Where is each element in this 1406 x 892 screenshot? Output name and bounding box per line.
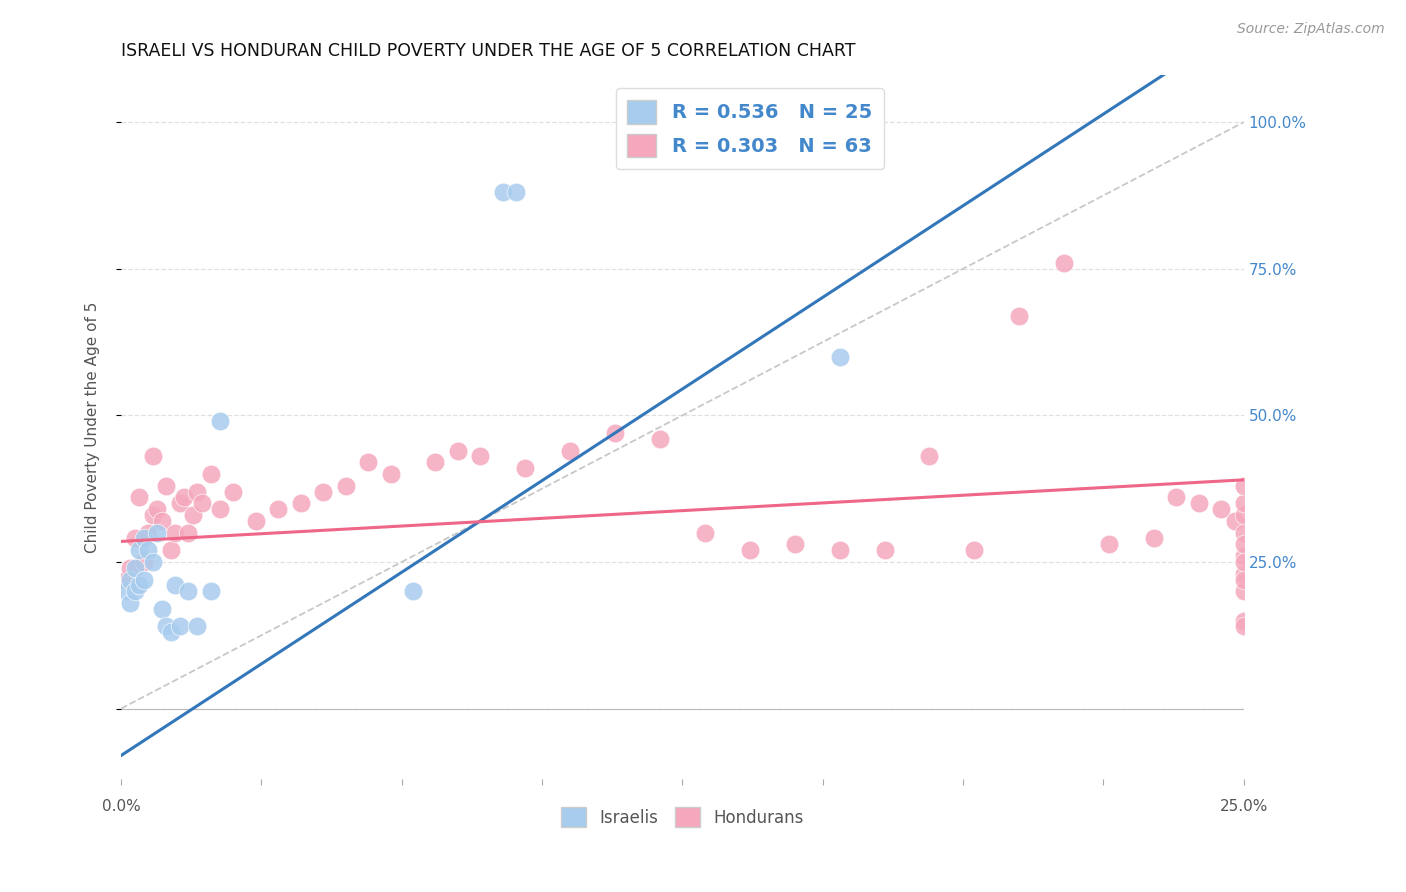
Point xyxy=(505,186,527,200)
Point xyxy=(124,532,146,546)
Point xyxy=(1233,614,1256,628)
Point xyxy=(124,584,146,599)
Point xyxy=(918,450,941,464)
Point xyxy=(159,543,181,558)
Point xyxy=(150,602,173,616)
Point xyxy=(267,502,290,516)
Point xyxy=(1098,537,1121,551)
Point xyxy=(515,461,537,475)
Point xyxy=(783,537,806,551)
Point xyxy=(142,450,165,464)
Point xyxy=(245,514,267,528)
Point xyxy=(1233,584,1256,599)
Point xyxy=(186,484,208,499)
Legend: Israelis, Hondurans: Israelis, Hondurans xyxy=(554,800,810,834)
Point xyxy=(159,625,181,640)
Point xyxy=(1166,491,1188,505)
Point xyxy=(425,455,447,469)
Point xyxy=(1233,537,1256,551)
Point xyxy=(222,484,245,499)
Point xyxy=(142,555,165,569)
Point xyxy=(146,502,169,516)
Point xyxy=(169,619,191,633)
Point xyxy=(208,502,231,516)
Point xyxy=(1223,514,1246,528)
Point xyxy=(142,508,165,522)
Point xyxy=(136,543,159,558)
Point xyxy=(114,573,136,587)
Point xyxy=(1143,532,1166,546)
Point xyxy=(447,443,470,458)
Point xyxy=(560,443,582,458)
Point xyxy=(312,484,335,499)
Point xyxy=(132,573,155,587)
Point xyxy=(1188,496,1211,510)
Point xyxy=(114,584,136,599)
Point xyxy=(128,491,150,505)
Point xyxy=(873,543,896,558)
Point xyxy=(132,555,155,569)
Point xyxy=(120,573,142,587)
Point xyxy=(1233,479,1256,493)
Point xyxy=(120,561,142,575)
Point xyxy=(155,619,177,633)
Point xyxy=(128,543,150,558)
Point xyxy=(208,414,231,428)
Point xyxy=(124,561,146,575)
Point xyxy=(155,479,177,493)
Point xyxy=(191,496,214,510)
Point xyxy=(357,455,380,469)
Point xyxy=(173,491,195,505)
Point xyxy=(380,467,402,481)
Point xyxy=(146,525,169,540)
Point xyxy=(603,425,626,440)
Point xyxy=(186,619,208,633)
Point xyxy=(738,543,761,558)
Point xyxy=(1233,573,1256,587)
Point xyxy=(163,525,186,540)
Point xyxy=(132,532,155,546)
Point xyxy=(177,584,200,599)
Point xyxy=(492,186,515,200)
Point xyxy=(169,496,191,510)
Point xyxy=(828,350,851,364)
Point xyxy=(163,578,186,592)
Point xyxy=(1233,508,1256,522)
Point xyxy=(648,432,671,446)
Y-axis label: Child Poverty Under the Age of 5: Child Poverty Under the Age of 5 xyxy=(86,301,100,553)
Point xyxy=(120,596,142,610)
Point xyxy=(1053,256,1076,270)
Point xyxy=(200,467,222,481)
Point xyxy=(181,508,204,522)
Point xyxy=(828,543,851,558)
Point xyxy=(1233,555,1256,569)
Point xyxy=(136,525,159,540)
Point xyxy=(963,543,986,558)
Point xyxy=(1008,309,1031,323)
Point xyxy=(290,496,312,510)
Point xyxy=(693,525,716,540)
Text: ISRAELI VS HONDURAN CHILD POVERTY UNDER THE AGE OF 5 CORRELATION CHART: ISRAELI VS HONDURAN CHILD POVERTY UNDER … xyxy=(121,42,856,60)
Point xyxy=(1233,549,1256,563)
Point xyxy=(1233,496,1256,510)
Point xyxy=(1211,502,1233,516)
Text: 25.0%: 25.0% xyxy=(1219,799,1268,814)
Point xyxy=(470,450,492,464)
Point xyxy=(177,525,200,540)
Text: 0.0%: 0.0% xyxy=(101,799,141,814)
Point xyxy=(150,514,173,528)
Point xyxy=(402,584,425,599)
Point xyxy=(200,584,222,599)
Point xyxy=(1233,619,1256,633)
Point xyxy=(335,479,357,493)
Point xyxy=(1233,525,1256,540)
Point xyxy=(128,578,150,592)
Text: Source: ZipAtlas.com: Source: ZipAtlas.com xyxy=(1237,22,1385,37)
Point xyxy=(1233,566,1256,581)
